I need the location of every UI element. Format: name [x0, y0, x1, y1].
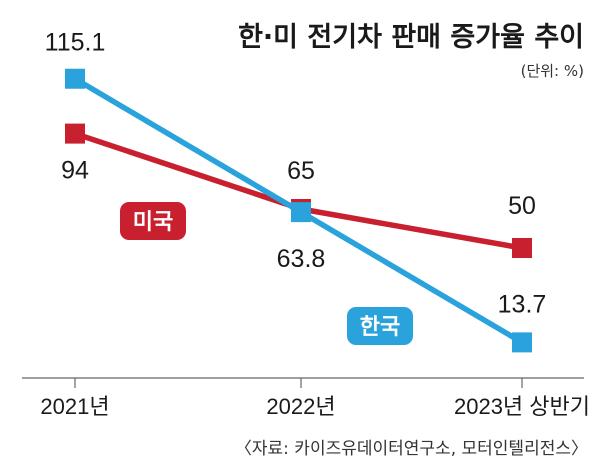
plot-area: 94 65 50 미국 115.1 63.8 13.7 한국: [45, 29, 547, 353]
unit-label: (단위: %): [521, 62, 584, 80]
source-note: 〈자료: 카이즈유데이터연구소, 모터인텔리전스〉: [235, 439, 588, 459]
chart-title: 한·미 전기차 판매 증가율 추이: [238, 22, 584, 53]
x-tick-label: 2021년: [40, 394, 109, 419]
series-badge: [347, 307, 413, 345]
data-label: 13.7: [498, 290, 547, 318]
data-label: 94: [61, 157, 89, 185]
x-ticks: 2021년 2022년 2023년 상반기: [40, 378, 590, 419]
data-point: [512, 332, 532, 353]
data-label: 50: [508, 192, 536, 220]
x-tick-label: 2022년: [266, 394, 335, 419]
data-label: 65: [287, 157, 315, 185]
data-point: [512, 238, 532, 258]
data-label: 63.8: [277, 245, 326, 273]
x-tick-label: 2023년 상반기: [454, 394, 590, 419]
series-badge-label: 미국: [133, 210, 173, 235]
series-badge: [120, 202, 186, 240]
data-point: [291, 202, 311, 223]
series-badge-label: 한국: [360, 315, 400, 340]
data-point: [65, 123, 85, 144]
data-label: 115.1: [45, 29, 106, 57]
data-point: [65, 68, 85, 89]
